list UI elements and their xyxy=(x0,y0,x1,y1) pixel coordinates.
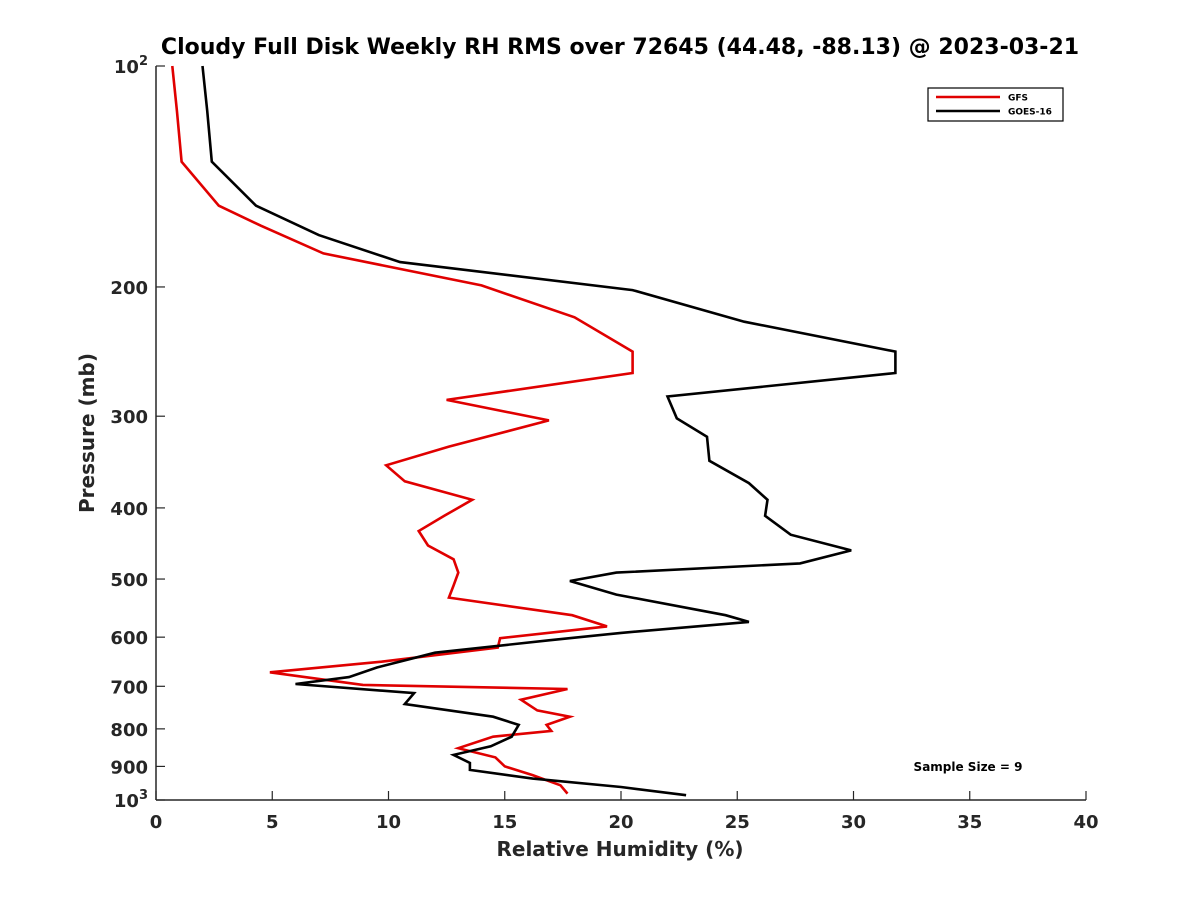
sample-size-annotation: Sample Size = 9 xyxy=(914,760,1023,774)
y-tick-label: 200 xyxy=(110,278,148,299)
legend-box xyxy=(927,87,1064,122)
x-tick-label: 10 xyxy=(376,812,401,833)
chart-title: Cloudy Full Disk Weekly RH RMS over 7264… xyxy=(161,35,1079,60)
x-tick-label: 25 xyxy=(725,812,750,833)
y-tick-exponent: 3 xyxy=(139,788,148,803)
y-axis-label: Pressure (mb) xyxy=(75,353,99,513)
y-tick-exponent: 2 xyxy=(139,54,148,69)
x-axis-label: Relative Humidity (%) xyxy=(496,837,743,861)
x-tick-label: 15 xyxy=(492,812,517,833)
y-tick-base: 10 xyxy=(114,791,139,812)
legend-label: GFS xyxy=(1008,94,1028,104)
x-tick-label: 40 xyxy=(1073,812,1098,833)
x-tick-label: 30 xyxy=(841,812,866,833)
series-layer xyxy=(171,65,897,797)
y-tick-label: 300 xyxy=(110,407,148,428)
axes: 0 5 10 15 20 25 30 35 40102200300400500600700800… xyxy=(110,54,1098,833)
series-line-gfs xyxy=(171,65,634,795)
y-tick-label: 102 xyxy=(114,54,148,78)
x-tick-label: 0 xyxy=(150,812,163,833)
y-tick-label: 400 xyxy=(110,499,148,520)
y-tick-label: 700 xyxy=(110,677,148,698)
x-tick-label: 5 xyxy=(266,812,279,833)
legend: GFS GOES-16 xyxy=(927,87,1064,122)
x-tick-label: 20 xyxy=(608,812,633,833)
x-tick-label: 35 xyxy=(957,812,982,833)
series-line-goes-16 xyxy=(201,65,897,797)
legend-label: GOES-16 xyxy=(1008,108,1052,118)
y-tick-label: 900 xyxy=(110,757,148,778)
y-tick-label: 600 xyxy=(110,628,148,649)
y-tick-label: 500 xyxy=(110,570,148,591)
y-tick-label: 103 xyxy=(114,788,148,812)
y-tick-base: 10 xyxy=(114,57,139,78)
y-tick-label: 800 xyxy=(110,720,148,741)
